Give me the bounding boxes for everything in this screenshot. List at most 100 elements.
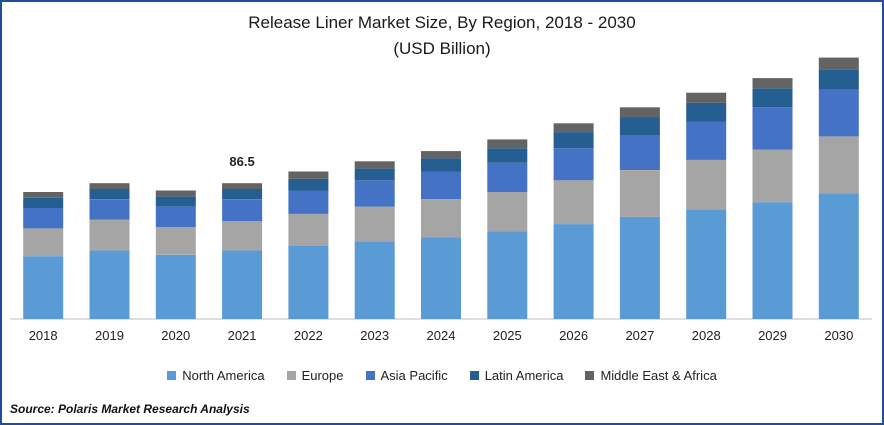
x-tick-label-2024: 2024 — [427, 328, 456, 343]
legend-swatch — [167, 371, 177, 380]
x-tick-label-2020: 2020 — [161, 328, 190, 343]
legend-swatch — [365, 371, 375, 380]
legend-item-asia-pacific: Asia Pacific — [365, 368, 448, 383]
bar-segment-2018-middle-east-africa — [23, 192, 64, 198]
bar-segment-2020-latin-america — [155, 196, 196, 207]
bar-segment-2028-middle-east-africa — [686, 92, 727, 103]
bar-segment-2027-north-america — [619, 216, 660, 319]
bar-segment-2023-latin-america — [354, 168, 395, 181]
bar-segment-2020-asia-pacific — [155, 206, 196, 227]
bar-segment-2023-middle-east-africa — [354, 161, 395, 169]
x-tick-label-2021: 2021 — [228, 328, 257, 343]
bar-segment-2020-europe — [155, 227, 196, 255]
bar-segment-2029-europe — [752, 149, 793, 203]
bar-segment-2021-latin-america — [222, 189, 263, 200]
legend-label: Latin America — [484, 368, 564, 383]
legend-item-north-america: North America — [167, 368, 265, 383]
legend-item-europe: Europe — [286, 368, 344, 383]
bar-segment-2026-asia-pacific — [553, 148, 594, 181]
bar-segment-2024-latin-america — [421, 158, 461, 172]
bar-segment-2029-latin-america — [752, 88, 793, 108]
bar-segment-2020-north-america — [155, 254, 196, 320]
bar-segment-2019-latin-america — [89, 189, 130, 200]
bar-segment-2024-north-america — [421, 237, 461, 319]
bar-segment-2018-europe — [23, 228, 64, 257]
legend-item-latin-america: Latin America — [469, 368, 564, 383]
bar-segment-2019-asia-pacific — [89, 199, 130, 220]
bar-segment-2024-middle-east-africa — [421, 151, 461, 159]
bar-segment-2030-middle-east-africa — [818, 57, 859, 70]
bar-segment-2023-europe — [354, 206, 395, 242]
x-tick-label-2019: 2019 — [95, 328, 124, 343]
bar-segment-2028-latin-america — [686, 102, 727, 122]
bar-segment-2027-middle-east-africa — [619, 107, 660, 118]
chart-subtitle: (USD Billion) — [393, 39, 491, 58]
chart-legend: North America Europe Asia Pacific Latin Ame… — [2, 368, 882, 383]
x-tick-label-2030: 2030 — [824, 328, 853, 343]
legend-label: Asia Pacific — [380, 368, 448, 383]
chart-title: Release Liner Market Size, By Region, 20… — [248, 13, 636, 32]
bar-segment-2025-europe — [487, 192, 528, 232]
bar-segment-2026-north-america — [553, 224, 594, 319]
bar-segment-2018-north-america — [23, 256, 64, 319]
bar-segment-2030-europe — [818, 136, 859, 194]
bar-segment-2023-north-america — [354, 241, 395, 319]
bar-segment-2025-latin-america — [487, 148, 528, 163]
bar-segment-2027-europe — [619, 170, 660, 217]
bar-segment-2021-middle-east-africa — [222, 183, 263, 189]
bar-segment-2018-latin-america — [23, 197, 64, 208]
legend-swatch — [585, 371, 595, 380]
bar-segment-2019-europe — [89, 219, 130, 251]
source-note: Source: Polaris Market Research Analysis — [10, 402, 250, 416]
bar-segment-2029-asia-pacific — [752, 107, 793, 150]
x-tick-label-2018: 2018 — [29, 328, 58, 343]
bar-segment-2025-north-america — [487, 231, 528, 319]
bar-segment-2025-asia-pacific — [487, 162, 528, 192]
legend-swatch — [286, 371, 296, 380]
legend-label: Middle East & Africa — [600, 368, 717, 383]
x-tick-label-2025: 2025 — [493, 328, 522, 343]
bar-segment-2023-asia-pacific — [354, 180, 395, 207]
bar-segment-2021-asia-pacific — [222, 199, 263, 222]
bar-segment-2022-middle-east-africa — [288, 171, 329, 179]
bar-segment-2022-europe — [288, 213, 329, 246]
bar-segment-2021-europe — [222, 221, 263, 251]
bar-segment-2024-asia-pacific — [421, 171, 461, 200]
bar-segment-2029-middle-east-africa — [752, 78, 793, 89]
legend-item-middle-east-africa: Middle East & Africa — [585, 368, 717, 383]
bar-segment-2026-europe — [553, 180, 594, 225]
bar-segment-2027-asia-pacific — [619, 135, 660, 170]
bar-segment-2026-latin-america — [553, 132, 594, 149]
bar-segment-2019-middle-east-africa — [89, 183, 130, 189]
bar-segment-2029-north-america — [752, 202, 793, 319]
x-tick-label-2027: 2027 — [625, 328, 654, 343]
bar-segment-2019-north-america — [89, 250, 130, 319]
x-tick-label-2029: 2029 — [758, 328, 787, 343]
legend-swatch — [469, 371, 479, 380]
bar-segment-2027-latin-america — [619, 117, 660, 135]
x-tick-label-2022: 2022 — [294, 328, 323, 343]
bar-segment-2022-asia-pacific — [288, 190, 329, 214]
data-label-2021: 86.5 — [229, 154, 254, 169]
bar-segment-2028-north-america — [686, 209, 727, 319]
bar-segment-2028-europe — [686, 159, 727, 210]
bar-segment-2018-asia-pacific — [23, 208, 64, 229]
bar-segment-2022-latin-america — [288, 178, 329, 191]
bar-segment-2025-middle-east-africa — [487, 139, 528, 149]
bar-segment-2020-middle-east-africa — [155, 190, 196, 197]
bar-segment-2024-europe — [421, 199, 461, 238]
x-tick-label-2023: 2023 — [360, 328, 389, 343]
bar-segment-2030-north-america — [818, 193, 859, 319]
x-tick-label-2028: 2028 — [692, 328, 721, 343]
bar-segment-2026-middle-east-africa — [553, 123, 594, 133]
bar-segment-2028-asia-pacific — [686, 121, 727, 160]
bar-segment-2022-north-america — [288, 246, 329, 319]
x-tick-label-2026: 2026 — [559, 328, 588, 343]
bar-segment-2030-asia-pacific — [818, 89, 859, 137]
legend-label: North America — [182, 368, 265, 383]
bar-segment-2030-latin-america — [818, 69, 859, 90]
bar-segment-2021-north-america — [222, 250, 263, 319]
legend-label: Europe — [301, 368, 344, 383]
